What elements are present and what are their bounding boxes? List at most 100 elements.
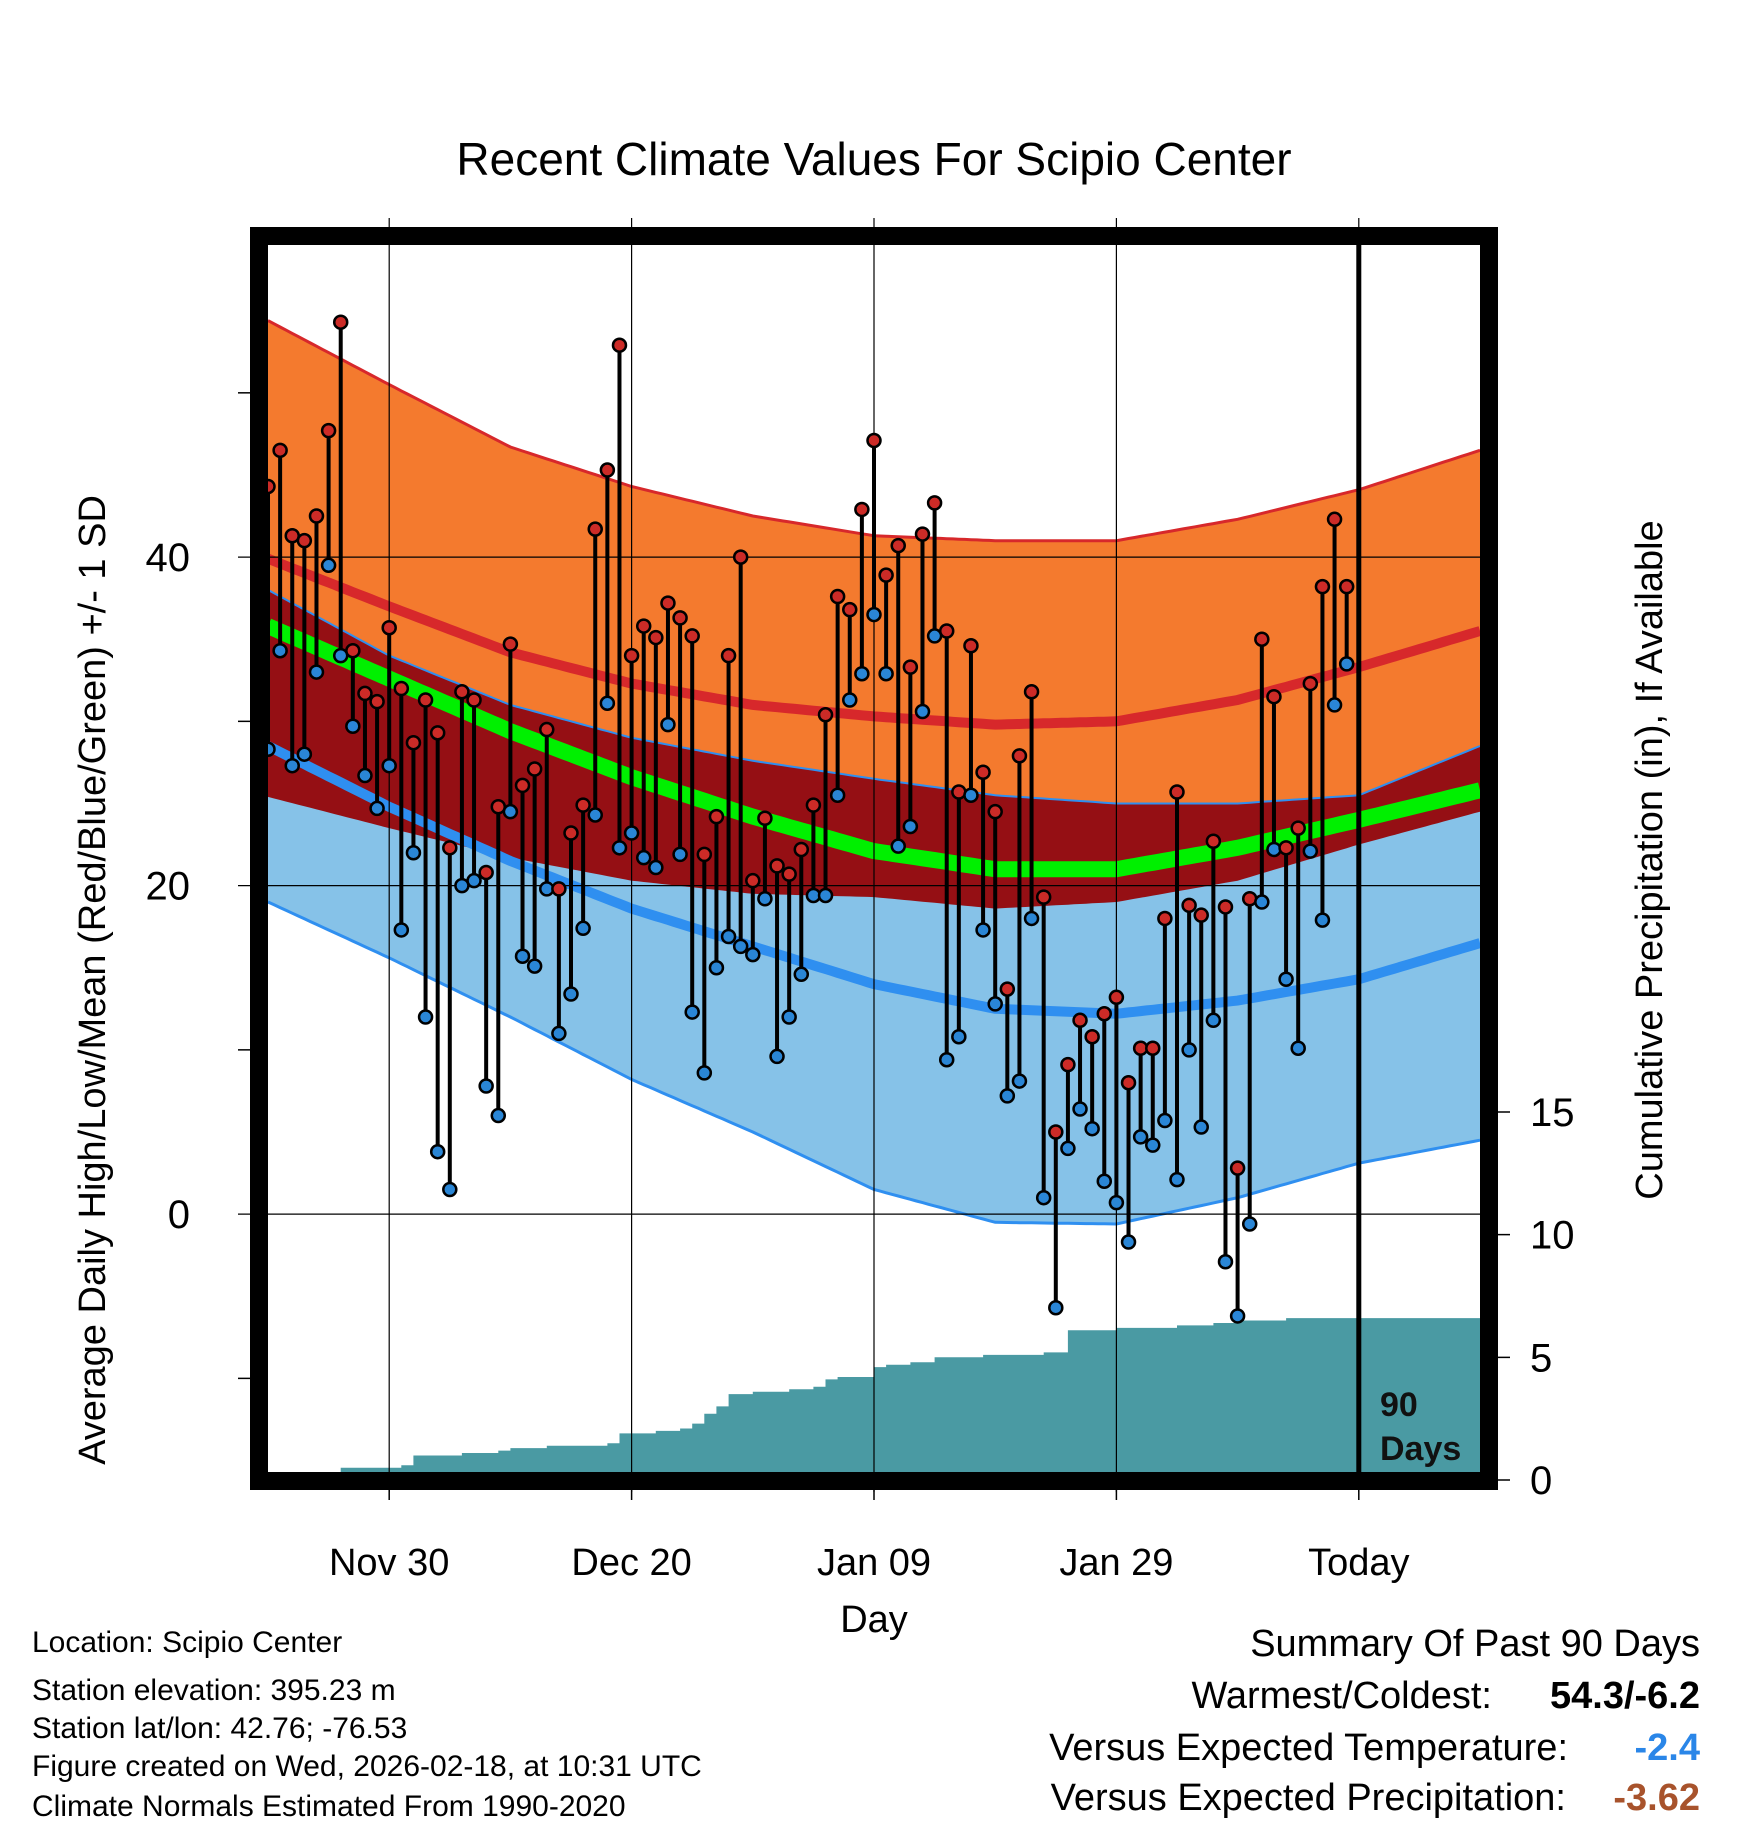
daily-high-point [684,628,700,644]
daily-low-point [405,845,422,861]
x-axis-label: Day [840,1599,908,1641]
daily-high-point [623,647,640,664]
daily-high-point [587,521,603,537]
daily-low-point [914,703,931,720]
y-tick-label: 20 [146,865,191,909]
daily-low-point [1023,910,1040,927]
y-tick-label: 40 [146,536,191,580]
daily-high-point [1072,1012,1088,1029]
daily-high-point [975,764,991,781]
daily-low-point [623,825,640,841]
daily-low-point [1011,1073,1028,1089]
daily-high-point [1326,511,1343,528]
daily-high-point [1254,631,1270,647]
summary-warm-cold-label: Warmest/Coldest: [1191,1675,1492,1717]
daily-high-point [345,642,361,659]
daily-high-point [1181,897,1197,914]
daily-low-point [745,946,761,963]
daily-high-point [429,725,446,741]
daily-high-point [1217,899,1234,915]
info-location: Location: Scipio Center [32,1626,342,1659]
daily-high-point [854,501,870,518]
daily-low-point [563,986,579,1002]
daily-low-point [757,890,773,907]
daily-high-point [526,761,543,777]
daily-low-point [369,800,385,817]
daily-high-point [1266,688,1282,705]
daily-high-point [963,638,979,654]
chart-title: Recent Climate Values For Scipio Center [456,133,1291,185]
daily-high-point [466,692,482,708]
daily-low-point [842,692,858,708]
daily-low-point [793,966,810,983]
daily-low-point [708,959,725,976]
daily-high-point [599,462,616,478]
daily-high-point [1314,578,1331,595]
daily-low-point [987,996,1003,1012]
daily-high-point [648,629,664,646]
y-axis-label-right: Cumulative Precipitation (in), If Availa… [1629,520,1671,1199]
daily-low-point [1072,1101,1088,1117]
daily-high-point [1229,1160,1246,1176]
daily-low-point [320,557,337,574]
daily-high-point [478,864,494,881]
daily-high-point [635,618,652,634]
daily-high-point [393,680,410,697]
daily-low-point [999,1088,1016,1104]
daily-low-point [1217,1254,1234,1270]
daily-high-point [732,549,749,565]
daily-high-point [502,636,519,652]
daily-low-point [442,1181,458,1198]
x-tick-label: Jan 09 [817,1542,931,1584]
x-tick-label: Nov 30 [329,1542,449,1584]
x-tick-label: Dec 20 [571,1542,691,1584]
daily-high-point [272,442,288,459]
daily-high-point [878,567,894,583]
daily-high-point [1157,910,1173,927]
daily-high-point [999,981,1016,997]
daily-high-point [805,797,822,813]
daily-low-point [902,818,919,835]
daily-low-point [951,1028,967,1045]
daily-high-point [708,808,725,825]
daily-high-point [829,588,846,605]
summary-temp-value: -2.4 [1635,1727,1700,1769]
precip-tick-label: 0 [1530,1459,1552,1503]
daily-high-point [1193,907,1209,923]
daily-low-point [1314,912,1331,928]
daily-low-point [769,1048,785,1065]
daily-low-point [1084,1120,1100,1137]
daily-high-point [902,659,919,675]
daily-low-point [1157,1112,1173,1129]
info-normals: Climate Normals Estimated From 1990-2020 [32,1790,626,1823]
daily-high-point [1205,833,1222,850]
daily-low-point [514,948,531,964]
daily-high-point [575,797,591,813]
daily-low-point [1145,1137,1161,1153]
plot-frame [250,227,1498,1490]
daily-high-point [926,495,943,511]
precip-tick-label: 10 [1530,1214,1575,1258]
daily-low-point [1181,1042,1197,1058]
days-marker-label-2: Days [1380,1430,1461,1468]
daily-low-point [1035,1189,1052,1206]
y-tick-label: 0 [168,1193,190,1237]
daily-high-point [539,721,555,738]
daily-high-point [1338,578,1355,595]
daily-values [260,314,1355,1324]
daily-high-point [1060,1056,1076,1073]
daily-low-point [284,757,300,774]
daily-low-point [587,807,603,823]
daily-high-point [1048,1124,1064,1140]
daily-low-point [696,1065,713,1081]
summary-precip-label: Versus Expected Precipitation: [1051,1777,1566,1819]
daily-low-point [829,787,846,804]
daily-low-point [429,1143,446,1160]
daily-high-point [1302,675,1319,692]
daily-low-point [720,928,737,945]
daily-low-point [1132,1129,1149,1145]
daily-high-point [296,532,313,549]
daily-low-point [684,1004,700,1020]
daily-high-point [817,707,834,723]
daily-high-point [696,846,713,863]
